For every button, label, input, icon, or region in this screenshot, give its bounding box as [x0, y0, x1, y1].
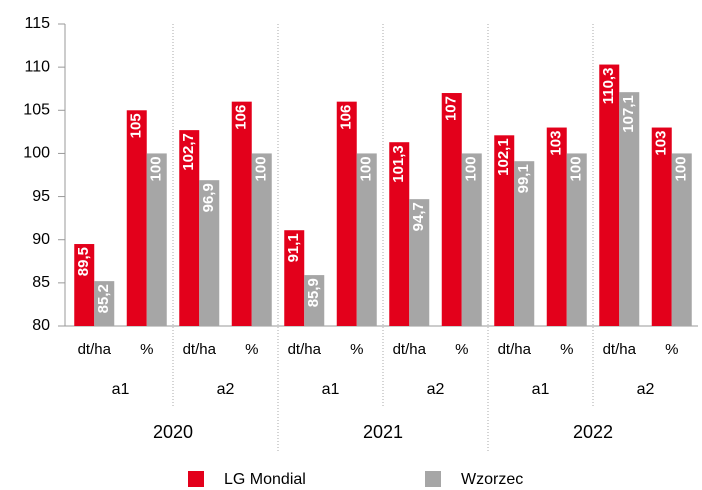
bar	[336, 101, 357, 327]
x-tick-label: %	[140, 341, 153, 358]
x-tick-label: dt/ha	[183, 341, 217, 358]
value-label: 100	[463, 156, 480, 181]
y-tick-label: 90	[32, 231, 50, 248]
legend-swatch	[188, 471, 204, 487]
value-label: 91,1	[285, 233, 302, 262]
bar	[599, 64, 620, 326]
subgroup-label: a1	[532, 381, 550, 398]
value-label: 100	[148, 156, 165, 181]
y-tick-label: 95	[32, 188, 50, 205]
group-label: 2020	[153, 422, 193, 442]
value-label: 103	[548, 131, 565, 156]
bar	[409, 199, 430, 326]
x-tick-label: dt/ha	[393, 341, 427, 358]
legend-swatch	[425, 471, 441, 487]
bar	[566, 153, 587, 326]
value-label: 99,1	[515, 164, 532, 193]
value-label: 102,1	[495, 138, 512, 176]
x-tick-label: %	[560, 341, 573, 358]
value-label: 85,9	[305, 278, 322, 307]
value-label: 106	[338, 105, 355, 130]
bar	[231, 101, 252, 327]
value-label: 105	[128, 113, 145, 138]
bar	[199, 180, 220, 326]
y-tick-label: 115	[24, 15, 50, 32]
legend-label: LG Mondial	[224, 471, 306, 488]
subgroup-label: a1	[322, 381, 340, 398]
value-label: 101,3	[390, 145, 407, 183]
x-tick-label: %	[245, 341, 258, 358]
x-tick-label: %	[350, 341, 363, 358]
bar	[179, 130, 200, 326]
bar	[74, 244, 95, 326]
bar	[441, 93, 462, 327]
value-label: 103	[653, 131, 670, 156]
bar	[356, 153, 377, 326]
bar	[126, 110, 147, 327]
subgroup-label: a2	[637, 381, 655, 398]
bar	[94, 281, 115, 326]
x-tick-label: dt/ha	[288, 341, 322, 358]
value-label: 106	[233, 105, 250, 130]
y-tick-label: 85	[32, 274, 50, 291]
x-tick-label: dt/ha	[498, 341, 532, 358]
subgroup-label: a2	[217, 381, 235, 398]
bar	[671, 153, 692, 326]
value-label: 96,9	[200, 183, 217, 212]
value-label: 100	[253, 156, 270, 181]
value-label: 110,3	[600, 68, 617, 105]
y-tick-label: 110	[24, 58, 50, 75]
bar	[389, 142, 410, 326]
bar	[514, 161, 535, 326]
bar	[494, 135, 515, 326]
bar	[546, 127, 567, 327]
legend-label: Wzorzec	[461, 471, 523, 488]
value-label: 100	[358, 156, 375, 181]
value-label: 100	[568, 156, 585, 181]
bar	[146, 153, 167, 326]
x-tick-label: %	[455, 341, 468, 358]
bar	[251, 153, 272, 326]
value-label: 85,2	[95, 284, 112, 313]
bar	[304, 275, 325, 326]
value-label: 107,1	[620, 95, 637, 133]
y-tick-label: 105	[23, 102, 50, 119]
x-tick-label: dt/ha	[78, 341, 112, 358]
bar	[284, 230, 305, 326]
value-label: 107	[443, 96, 460, 121]
x-tick-label: dt/ha	[603, 341, 637, 358]
y-tick-label: 80	[32, 317, 50, 334]
subgroup-label: a2	[427, 381, 445, 398]
x-tick-label: %	[665, 341, 678, 358]
y-tick-label: 100	[23, 145, 50, 162]
value-label: 94,7	[410, 202, 427, 231]
group-label: 2022	[573, 422, 613, 442]
bar	[651, 127, 672, 327]
bar	[461, 153, 482, 326]
value-label: 100	[673, 156, 690, 181]
value-label: 102,7	[180, 133, 197, 171]
value-label: 89,5	[75, 247, 92, 276]
bar	[619, 92, 640, 326]
group-label: 2021	[363, 422, 403, 442]
subgroup-label: a1	[112, 381, 130, 398]
